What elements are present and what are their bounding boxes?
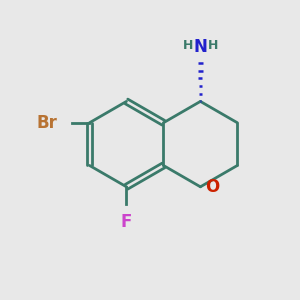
Text: N: N — [194, 38, 207, 56]
Text: H: H — [183, 39, 193, 52]
Text: H: H — [208, 39, 218, 52]
Text: F: F — [121, 213, 132, 231]
Text: Br: Br — [36, 114, 57, 132]
Text: O: O — [205, 178, 219, 196]
